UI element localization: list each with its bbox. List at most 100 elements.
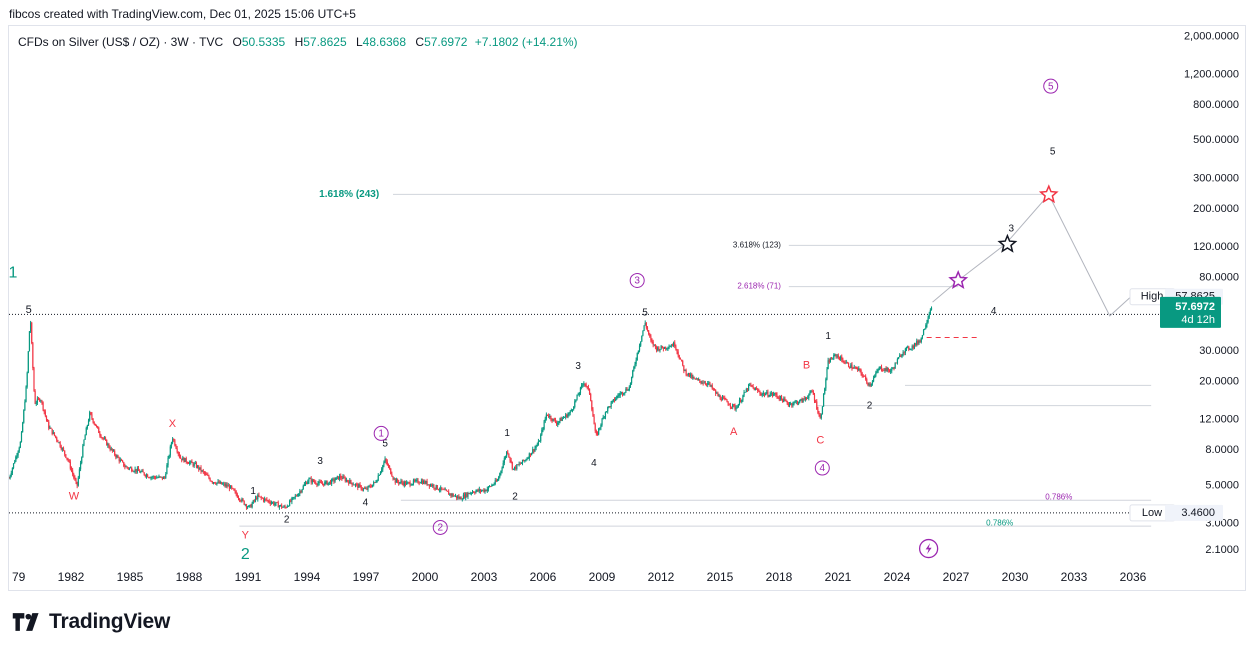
candle [651, 338, 653, 344]
candle [248, 505, 250, 508]
candle [512, 468, 515, 471]
candle [866, 377, 868, 385]
candle [523, 459, 525, 462]
candle [411, 483, 413, 486]
candle [660, 344, 662, 350]
candle [642, 330, 644, 337]
candle [240, 499, 242, 503]
candle [343, 474, 345, 479]
candle [311, 478, 313, 485]
candle [718, 393, 720, 398]
candle [826, 367, 828, 381]
candle [678, 354, 680, 360]
candle [640, 341, 642, 348]
candle [193, 462, 195, 468]
wave-label: 5 [382, 438, 388, 449]
candle [392, 475, 394, 481]
candle [433, 484, 435, 490]
candle [287, 505, 290, 507]
candle [448, 489, 450, 495]
candle [382, 464, 384, 472]
y-tick-label: 1,200.0000 [1184, 69, 1239, 81]
candle [306, 481, 308, 485]
candle [797, 401, 800, 406]
target-star-icon [1038, 184, 1059, 204]
candle [643, 325, 645, 332]
candle [691, 372, 693, 380]
candle [438, 487, 441, 493]
candle [9, 476, 10, 479]
candle [165, 472, 167, 479]
candle [721, 395, 724, 401]
candle [60, 444, 62, 451]
candle [646, 326, 649, 332]
candle [909, 348, 911, 350]
candle [700, 380, 702, 385]
candle [588, 388, 591, 396]
candle [895, 362, 897, 364]
candle [119, 457, 121, 463]
y-tick-label: 2.1000 [1205, 544, 1239, 556]
candle [900, 354, 902, 358]
candle [404, 480, 407, 487]
chart-frame[interactable]: 1.618% (243) 3.618% (123) 2.618% (71) 0.786… [8, 25, 1246, 591]
candle [811, 389, 813, 393]
x-tick-label: 1982 [58, 570, 85, 584]
candle [23, 409, 25, 424]
candle [535, 444, 537, 451]
candle [353, 484, 355, 486]
candle [95, 424, 98, 428]
candle [742, 394, 744, 402]
wave-label: 2 [867, 401, 873, 412]
candle [635, 357, 637, 367]
x-tick-label: 2000 [412, 570, 439, 584]
x-tick-label: 2030 [1002, 570, 1029, 584]
candle [634, 361, 636, 369]
tradingview-logo[interactable]: TradingView [11, 609, 170, 635]
candle [225, 482, 227, 488]
candle [574, 399, 576, 409]
candle [64, 450, 66, 457]
candle [147, 473, 149, 478]
candle [408, 481, 410, 485]
candle [329, 479, 332, 485]
candle [568, 412, 570, 417]
candle [460, 496, 462, 500]
candle [252, 499, 254, 504]
candle [582, 383, 584, 388]
price-chart[interactable]: 1.618% (243) 3.618% (123) 2.618% (71) 0.786… [9, 26, 1245, 590]
candle [891, 366, 893, 374]
candle [395, 477, 398, 483]
candle [654, 344, 657, 350]
projection-path [932, 193, 1138, 317]
wave-label: 3 [317, 456, 323, 467]
candle [291, 496, 293, 505]
candle [708, 380, 710, 386]
candle [242, 498, 244, 502]
candle [765, 392, 767, 396]
candle [730, 406, 733, 410]
candle [393, 477, 395, 480]
candle [283, 505, 285, 508]
candle [97, 425, 99, 429]
candle [218, 479, 220, 484]
candle [342, 474, 344, 480]
candle [444, 487, 446, 491]
candle [177, 451, 179, 457]
candle [735, 405, 737, 412]
candle [327, 482, 329, 486]
target-star-icon [948, 270, 969, 290]
candle [178, 451, 181, 459]
candle [437, 488, 440, 491]
candle [747, 383, 750, 392]
candle [775, 392, 777, 398]
candle [520, 462, 522, 464]
candle [627, 388, 629, 391]
candle [390, 468, 392, 475]
candle [753, 387, 755, 391]
candle [54, 435, 57, 439]
candle [560, 416, 562, 422]
last-price-tag [1160, 296, 1221, 328]
candle [110, 446, 112, 451]
candle [540, 433, 542, 443]
